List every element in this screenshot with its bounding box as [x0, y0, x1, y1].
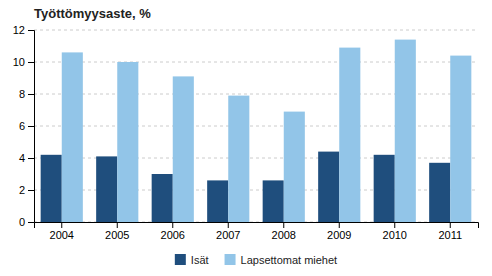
bar [173, 76, 194, 222]
x-tick: 2006 [161, 222, 185, 241]
y-tick-mark [28, 30, 34, 31]
legend-swatch [175, 254, 186, 265]
bar [62, 52, 83, 222]
y-tick-mark [28, 158, 34, 159]
bar [263, 180, 284, 222]
x-tick-label: 2004 [50, 229, 74, 241]
x-tick-label: 2005 [105, 229, 129, 241]
x-tick-label: 2010 [383, 229, 407, 241]
y-tick-label: 6 [19, 120, 25, 132]
x-tick: 2007 [216, 222, 240, 241]
legend-label: Isät [191, 254, 209, 266]
x-tick-mark [394, 222, 395, 228]
bar [450, 56, 471, 222]
bar [318, 152, 339, 222]
legend: Isät Lapsettomat miehet [175, 254, 337, 266]
y-tick: 10 [13, 56, 34, 68]
x-tick-label: 2011 [438, 229, 462, 241]
y-tick-mark [28, 62, 34, 63]
x-tick-mark [117, 222, 118, 228]
title: Työttömyysaste, % [34, 6, 151, 21]
x-tick: 2004 [50, 222, 74, 241]
y-axis-line [28, 31, 35, 223]
y-tick-label: 12 [13, 24, 25, 36]
x-tick: 2008 [272, 222, 296, 241]
y-tick-label: 8 [19, 88, 25, 100]
bar [284, 112, 305, 222]
x-tick-label: 2008 [272, 229, 296, 241]
grid-line [34, 30, 478, 31]
y-tick: 4 [19, 152, 34, 164]
x-tick-label: 2007 [216, 229, 240, 241]
plot: 0 2 4 6 8 10 12 2004 2005 2006 2007 2008 2009 2010 201… [13, 24, 479, 241]
x-tick: 2005 [105, 222, 129, 241]
bars [41, 40, 472, 222]
y-tick: 12 [13, 24, 34, 36]
legend-swatch [225, 254, 236, 265]
y-tick: 2 [19, 184, 34, 196]
y-tick-label: 10 [13, 56, 25, 68]
y-tick-mark [28, 94, 34, 95]
y-tick: 6 [19, 120, 34, 132]
bar [374, 155, 395, 222]
chart: 0 2 4 6 8 10 12 2004 2005 2006 2007 2008 2009 2010 201… [0, 0, 492, 276]
bar [96, 156, 117, 222]
y-tick-mark [28, 126, 34, 127]
bar [41, 155, 62, 222]
x-tick-label: 2009 [327, 229, 351, 241]
y-tick-mark [28, 190, 34, 191]
bar [152, 174, 173, 222]
y-tick-label: 2 [19, 184, 25, 196]
bar-series [62, 40, 472, 222]
y-tick-label: 0 [19, 216, 25, 228]
x-axis: 2004 2005 2006 2007 2008 2009 2010 2011 [35, 222, 479, 241]
x-tick-label: 2006 [161, 229, 185, 241]
bar [395, 40, 416, 222]
x-tick-mark [450, 222, 451, 228]
y-axis: 0 2 4 6 8 10 12 [13, 24, 35, 228]
legend-item: Lapsettomat miehet [225, 254, 338, 266]
x-axis-line [35, 223, 479, 229]
x-tick: 2009 [327, 222, 351, 241]
x-tick-mark [228, 222, 229, 228]
bar [117, 62, 138, 222]
bar [429, 163, 450, 222]
x-tick-mark [172, 222, 173, 228]
bar [339, 48, 360, 222]
y-tick-mark [28, 222, 34, 223]
bar [228, 96, 249, 222]
y-tick: 0 [19, 216, 34, 228]
x-tick-mark [283, 222, 284, 228]
x-tick: 2011 [438, 222, 462, 241]
y-tick-label: 4 [19, 152, 25, 164]
y-tick: 8 [19, 88, 34, 100]
bar [207, 180, 228, 222]
x-tick-mark [61, 222, 62, 228]
legend-item: Isät [175, 254, 209, 266]
x-tick-mark [339, 222, 340, 228]
x-tick: 2010 [383, 222, 407, 241]
grid [34, 30, 478, 222]
legend-label: Lapsettomat miehet [241, 254, 338, 266]
